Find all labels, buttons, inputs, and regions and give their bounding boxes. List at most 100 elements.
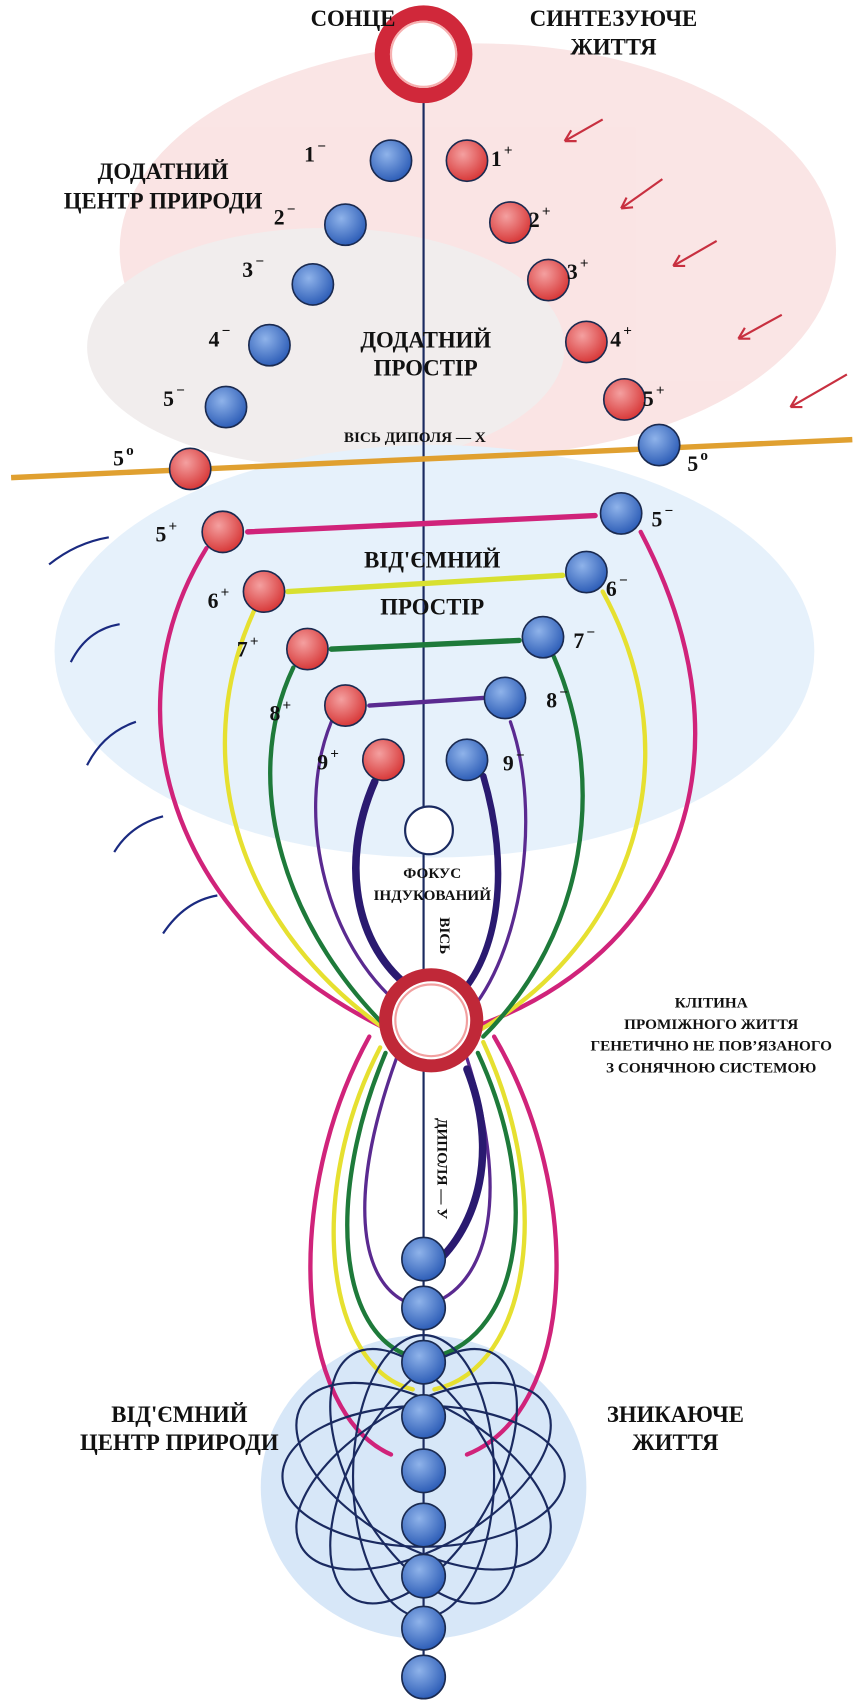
diagram: 1−2−3−4−5−1+2+3+4+5+5o5o5+6+7+8+9+5−6−7−… — [0, 0, 858, 1702]
label: ПРОМІЖНОГО ЖИТТЯ — [624, 1016, 798, 1033]
label: ПРОСТІР — [374, 356, 478, 381]
sphere-sign: + — [542, 203, 551, 220]
sphere-sign: + — [282, 697, 291, 714]
chain-sphere — [402, 1554, 445, 1597]
chain-sphere — [402, 1341, 445, 1384]
label: ЖИТТЯ — [570, 34, 657, 59]
label: ВІСЬ — [436, 917, 453, 954]
sphere — [638, 424, 679, 465]
label: СИНТЕЗУЮЧЕ — [530, 6, 697, 31]
sphere-number: 1 — [491, 147, 502, 171]
sphere-sign: + — [250, 633, 259, 650]
label: ВІД'ЄМНИЙ — [111, 1402, 247, 1427]
sphere — [170, 448, 211, 489]
label: ФОКУС — [403, 865, 461, 882]
sphere — [292, 264, 333, 305]
sphere-number: 4 — [209, 327, 220, 351]
sphere-number: 8 — [546, 689, 557, 713]
label: ІНДУКОВАНИЙ — [373, 887, 491, 904]
sphere-sign: + — [330, 746, 339, 763]
sphere-number: 5 — [155, 523, 166, 547]
sphere-sign: + — [168, 518, 177, 535]
sphere-number: 3 — [242, 258, 253, 282]
sphere — [528, 259, 569, 300]
sphere — [490, 202, 531, 243]
sphere-sign: + — [623, 322, 632, 339]
sphere-number: 7 — [237, 638, 248, 662]
label: КЛІТИНА — [675, 994, 748, 1011]
sphere-number: 8 — [269, 702, 280, 726]
sphere-number: 4 — [610, 327, 621, 351]
sphere-number: 6 — [208, 589, 219, 613]
sphere — [325, 685, 366, 726]
sphere-number: 7 — [573, 629, 584, 653]
sphere-number: 5 — [687, 452, 698, 476]
cell — [386, 975, 477, 1066]
sphere — [566, 321, 607, 362]
sphere — [446, 739, 487, 780]
sphere-number: 2 — [274, 206, 285, 230]
sphere — [205, 386, 246, 427]
chain-sphere — [402, 1237, 445, 1280]
sphere — [325, 204, 366, 245]
sphere-sign: − — [619, 572, 628, 589]
sphere — [287, 628, 328, 669]
sphere-sign: − — [287, 201, 296, 218]
sphere-sign: o — [126, 442, 134, 459]
sphere-sign: + — [221, 584, 230, 601]
chain-sphere — [402, 1449, 445, 1492]
sphere-number: 5 — [163, 387, 174, 411]
sphere-sign: − — [222, 322, 231, 339]
sphere-sign: + — [504, 142, 513, 159]
sphere-sign: o — [700, 447, 708, 464]
sphere-number: 5 — [113, 447, 124, 471]
label: ДОДАТНИЙ — [98, 159, 229, 184]
label: СОНЦЕ — [311, 6, 396, 31]
label: ВІД'ЄМНИЙ — [364, 548, 500, 573]
sphere — [604, 379, 645, 420]
sphere-sign: + — [656, 382, 665, 399]
sphere — [249, 325, 290, 366]
chain-sphere — [402, 1655, 445, 1698]
sphere — [202, 511, 243, 552]
label: ЗНИКАЮЧЕ — [607, 1402, 744, 1427]
sphere-number: 3 — [567, 260, 578, 284]
sphere-number: 2 — [529, 208, 540, 232]
chain-sphere — [402, 1606, 445, 1649]
label: З СОНЯЧНОЮ СИСТЕМОЮ — [606, 1059, 816, 1076]
focus-circle — [405, 806, 453, 854]
chain — [402, 1237, 445, 1698]
sphere — [566, 551, 607, 592]
label: ПРОСТІР — [380, 594, 484, 619]
sphere — [243, 571, 284, 612]
sphere — [522, 617, 563, 658]
sphere — [446, 140, 487, 181]
label: ЖИТТЯ — [632, 1430, 719, 1455]
label: ДИПОЛЯ — У — [434, 1118, 451, 1219]
label: ДОДАТНИЙ — [360, 327, 491, 352]
sphere-sign: − — [516, 747, 525, 764]
sphere-sign: − — [317, 138, 326, 155]
label: ВІСЬ ДИПОЛЯ — Х — [344, 429, 486, 446]
sphere-number: 9 — [317, 751, 328, 775]
chain-sphere — [402, 1503, 445, 1546]
label: ЦЕНТР ПРИРОДИ — [80, 1430, 279, 1455]
sphere — [370, 140, 411, 181]
sphere-sign: + — [580, 255, 589, 272]
chain-sphere — [402, 1395, 445, 1438]
sphere-sign: − — [255, 253, 264, 270]
sphere-number: 6 — [606, 577, 617, 601]
sphere — [601, 493, 642, 534]
sphere-number: 5 — [643, 387, 654, 411]
sphere-sign: − — [586, 624, 595, 641]
sphere-number: 9 — [503, 752, 514, 776]
sphere — [363, 739, 404, 780]
label: ЦЕНТР ПРИРОДИ — [64, 188, 263, 213]
sphere-sign: − — [559, 684, 568, 701]
sphere-number: 5 — [652, 507, 663, 531]
sphere-sign: − — [665, 503, 674, 520]
sphere-sign: − — [176, 382, 185, 399]
chain-sphere — [402, 1286, 445, 1329]
sphere-number: 1 — [304, 143, 315, 167]
sphere — [484, 677, 525, 718]
